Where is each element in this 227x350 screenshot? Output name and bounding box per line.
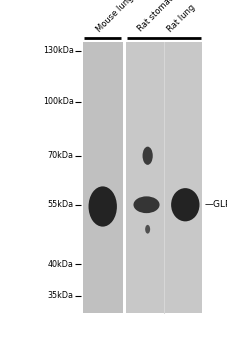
Text: 55kDa: 55kDa [47, 200, 74, 209]
Bar [83, 42, 123, 313]
Ellipse shape [145, 225, 150, 234]
Text: Rat lung: Rat lung [165, 2, 197, 34]
Ellipse shape [143, 147, 153, 165]
Text: —GLP1R: —GLP1R [204, 200, 227, 209]
Text: 40kDa: 40kDa [48, 260, 74, 269]
Text: 35kDa: 35kDa [47, 291, 74, 300]
Text: 130kDa: 130kDa [43, 46, 74, 55]
Ellipse shape [133, 196, 160, 213]
Ellipse shape [171, 188, 200, 222]
Text: 100kDa: 100kDa [43, 97, 74, 106]
Ellipse shape [89, 186, 117, 227]
Text: 70kDa: 70kDa [47, 151, 74, 160]
Bar [126, 42, 202, 313]
Text: Mouse lung: Mouse lung [94, 0, 135, 34]
Text: Rat stomach: Rat stomach [136, 0, 180, 34]
